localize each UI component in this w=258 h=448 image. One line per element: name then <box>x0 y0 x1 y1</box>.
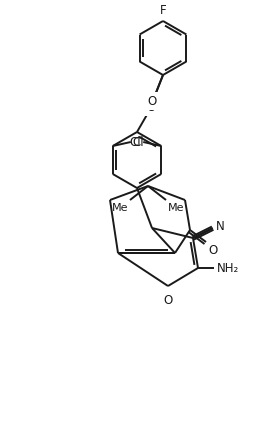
Text: Me: Me <box>168 203 184 213</box>
Text: O: O <box>163 294 173 307</box>
Text: O: O <box>208 244 217 257</box>
Text: O: O <box>146 100 156 113</box>
Text: O: O <box>147 95 157 108</box>
Text: Cl: Cl <box>133 135 144 148</box>
Text: F: F <box>160 4 166 17</box>
Text: NH₂: NH₂ <box>217 262 239 275</box>
Text: Me: Me <box>111 203 128 213</box>
Text: Cl: Cl <box>130 135 141 148</box>
Text: N: N <box>216 220 224 233</box>
